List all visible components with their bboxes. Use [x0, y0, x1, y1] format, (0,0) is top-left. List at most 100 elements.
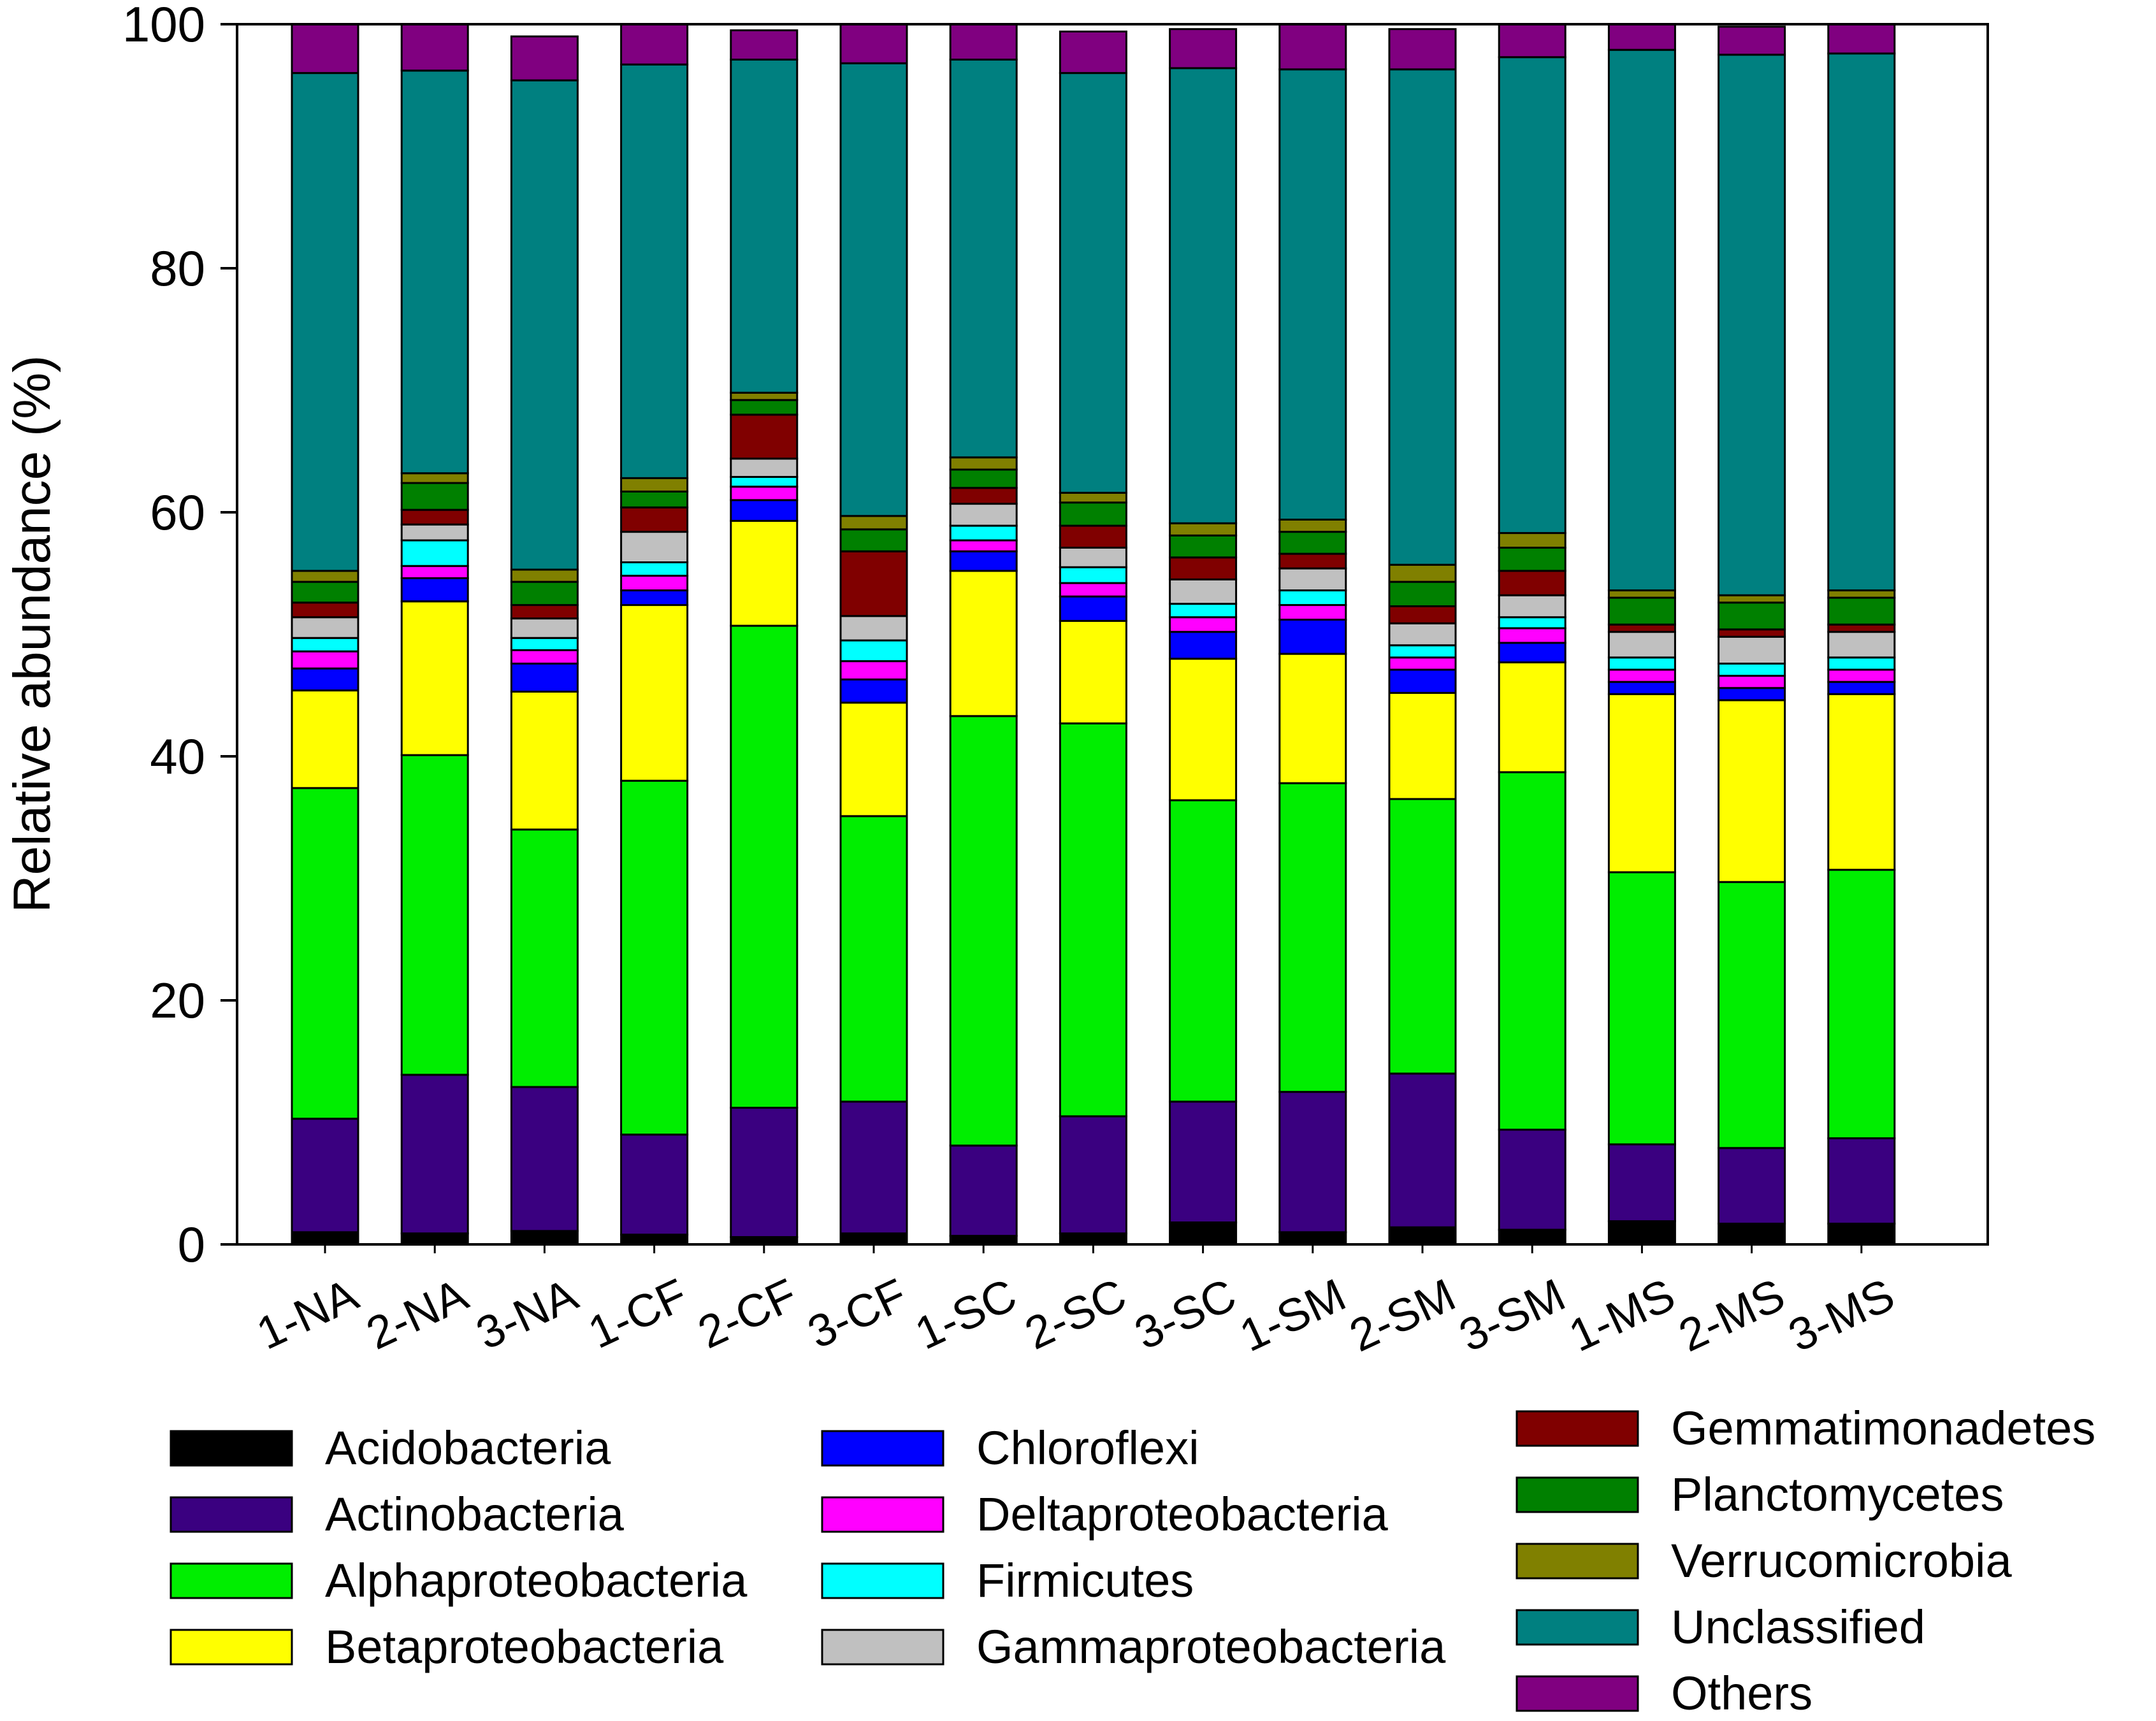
bar-segment-betaproteobacteria [1718, 699, 1786, 883]
y-tick-label: 100 [122, 0, 205, 52]
bar-segment-alphaproteobacteria [1278, 782, 1347, 1093]
bar-2-SC [1059, 30, 1127, 1246]
bar-segment-unclassified [400, 69, 469, 475]
bar-segment-firmicutes [620, 561, 689, 577]
bar-segment-unclassified [949, 59, 1018, 459]
bar-segment-others [291, 23, 359, 75]
legend-label: Actinobacteria [325, 1488, 625, 1541]
legend-item-unclassified: Unclassified [1516, 1601, 1925, 1653]
bar-segment-gemmatimonadetes [1827, 623, 1896, 633]
legend-label: Chloroflexi [976, 1422, 1199, 1474]
bar-segment-deltaproteobacteria [1059, 582, 1127, 598]
y-tick-label: 20 [150, 972, 205, 1028]
bar-segment-alphaproteobacteria [1169, 799, 1238, 1103]
bar-segment-betaproteobacteria [1827, 693, 1896, 871]
bar-segment-actinobacteria [949, 1144, 1018, 1237]
bar-segment-deltaproteobacteria [949, 539, 1018, 552]
bar-segment-alphaproteobacteria [1059, 722, 1127, 1118]
bar-segment-deltaproteobacteria [730, 486, 799, 501]
bar-segment-actinobacteria [400, 1074, 469, 1235]
bar-segment-planctomycetes [1278, 531, 1347, 555]
bar-segment-verrucomicrobia [1278, 518, 1347, 533]
bar-segment-planctomycetes [1607, 596, 1676, 626]
bar-segment-betaproteobacteria [1388, 691, 1457, 800]
bar-segment-planctomycetes [400, 482, 469, 511]
bar-segment-verrucomicrobia [1388, 563, 1457, 583]
legend-label: Gemmatimonadetes [1671, 1402, 2095, 1455]
bar-segment-alphaproteobacteria [730, 624, 799, 1109]
legend-label: Unclassified [1671, 1601, 1925, 1653]
bar-2-CF [730, 29, 799, 1246]
bar-segment-verrucomicrobia [1718, 594, 1786, 604]
bar-1-CF [620, 23, 689, 1246]
bar-segment-chloroflexi [291, 667, 359, 692]
legend-label: Gammaproteobacteria [976, 1620, 1446, 1673]
legend-label: Alphaproteobacteria [325, 1554, 748, 1607]
bar-2-NA [400, 23, 469, 1246]
bar-segment-planctomycetes [1718, 601, 1786, 631]
bar-3-SC [1169, 28, 1238, 1246]
legend-item-gammaproteobacteria: Gammaproteobacteria [821, 1620, 1446, 1673]
bar-segment-acidobacteria [839, 1232, 908, 1246]
bar-segment-gemmatimonadetes [620, 506, 689, 533]
bar-segment-gammaproteobacteria [839, 615, 908, 642]
bar-segment-gemmatimonadetes [1607, 623, 1676, 633]
bar-segment-gemmatimonadetes [1498, 570, 1566, 596]
bar-segment-firmicutes [291, 637, 359, 652]
bar-segment-firmicutes [1278, 589, 1347, 607]
bar-3-MS [1827, 23, 1896, 1246]
bar-segment-others [1388, 28, 1457, 71]
legend-item-firmicutes: Firmicutes [821, 1554, 1194, 1607]
bar-segment-betaproteobacteria [949, 570, 1018, 717]
bar-3-SM [1498, 23, 1566, 1246]
bar-segment-gemmatimonadetes [949, 487, 1018, 505]
bar-segment-chloroflexi [1607, 680, 1676, 695]
bar-segment-acidobacteria [291, 1231, 359, 1246]
bar-segment-actinobacteria [620, 1134, 689, 1236]
bar-segment-acidobacteria [1827, 1222, 1896, 1246]
bar-segment-firmicutes [1827, 656, 1896, 671]
bar-segment-others [510, 35, 579, 82]
bar-segment-unclassified [510, 79, 579, 571]
bar-segment-alphaproteobacteria [620, 779, 689, 1136]
bar-segment-chloroflexi [1169, 631, 1238, 660]
legend-item-gemmatimonadetes: Gemmatimonadetes [1516, 1402, 2095, 1455]
bar-1-SC [949, 23, 1018, 1246]
bar-segment-deltaproteobacteria [839, 660, 908, 680]
bar-segment-gemmatimonadetes [1718, 628, 1786, 638]
bar-segment-unclassified [1607, 48, 1676, 592]
legend-item-chloroflexi: Chloroflexi [821, 1422, 1199, 1474]
bar-segment-betaproteobacteria [400, 600, 469, 756]
legend-swatch [821, 1496, 944, 1533]
bar-segment-chloroflexi [949, 550, 1018, 572]
bar-segment-planctomycetes [1498, 547, 1566, 572]
bar-segment-gammaproteobacteria [949, 503, 1018, 527]
bar-segment-gemmatimonadetes [510, 604, 579, 620]
legend-swatch [170, 1496, 293, 1533]
bar-segment-betaproteobacteria [1278, 652, 1347, 784]
bar-segment-planctomycetes [1827, 596, 1896, 626]
bar-segment-chloroflexi [1059, 595, 1127, 622]
bar-segment-unclassified [730, 59, 799, 394]
bar-segment-actinobacteria [1498, 1128, 1566, 1231]
bar-segment-gammaproteobacteria [400, 523, 469, 542]
legend-item-betaproteobacteria: Betaproteobacteria [170, 1620, 724, 1673]
bar-2-SM [1388, 28, 1457, 1246]
bar-segment-alphaproteobacteria [1607, 871, 1676, 1146]
bar-segment-unclassified [1278, 68, 1347, 521]
y-axis-label: Relative abundance (%) [3, 355, 61, 912]
bar-segment-chloroflexi [1278, 619, 1347, 655]
bar-segment-alphaproteobacteria [510, 828, 579, 1088]
bar-segment-alphaproteobacteria [1718, 881, 1786, 1149]
bar-segment-planctomycetes [510, 580, 579, 607]
legend-swatch [1516, 1410, 1639, 1447]
bar-segment-acidobacteria [620, 1234, 689, 1246]
bar-segment-planctomycetes [291, 580, 359, 604]
bar-segment-verrucomicrobia [1059, 491, 1127, 504]
legend-label: Acidobacteria [325, 1422, 611, 1474]
bar-segment-actinobacteria [839, 1100, 908, 1235]
bar-segment-others [1059, 30, 1127, 75]
bar-segment-verrucomicrobia [291, 570, 359, 583]
bar-segment-chloroflexi [620, 589, 689, 607]
